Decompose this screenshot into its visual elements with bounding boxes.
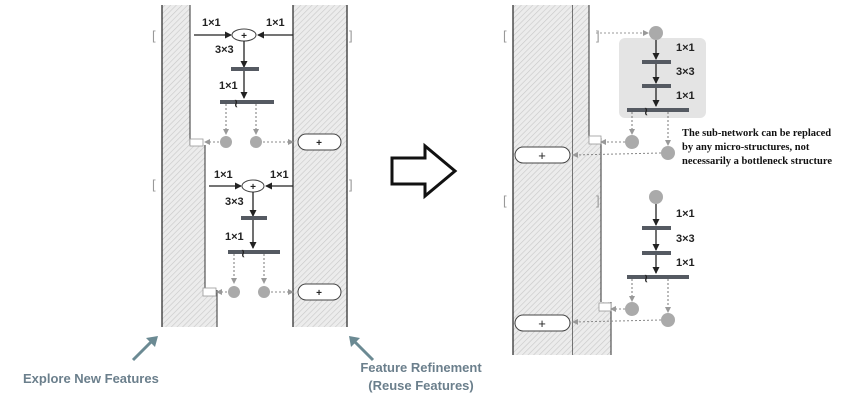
conv-3x3-label: 3×3	[225, 196, 244, 208]
feature-node	[228, 286, 240, 298]
note-line: by any micro-structures, not	[682, 142, 810, 153]
conv-1x1-label: 1×1	[225, 231, 244, 243]
conv-layer-bar	[642, 226, 671, 230]
split-mark: ≀	[234, 98, 238, 110]
feature-node	[250, 136, 262, 148]
bracket-left: [	[152, 28, 156, 43]
conv-1x1-label: 1×1	[270, 169, 289, 181]
refine-caption: Feature Refinement	[360, 360, 482, 375]
conv-layer-bar	[241, 216, 267, 220]
feature-node	[661, 146, 675, 160]
diagonal-arrow-icon	[131, 336, 158, 362]
feature-node	[649, 190, 663, 204]
conv-1x1-label: 1×1	[676, 42, 695, 54]
replaceable-note: The sub-network can be replaced by any m…	[682, 128, 832, 167]
feature-node	[220, 136, 232, 148]
refine-caption-sub: (Reuse Features)	[368, 378, 473, 393]
add-node	[297, 283, 342, 301]
note-line: necessarily a bottleneck structure	[682, 156, 832, 167]
conv-layer-bar	[228, 250, 280, 254]
diagonal-arrow-icon	[349, 336, 375, 362]
conv-layer-bar	[642, 251, 671, 255]
conv-layer-bar	[642, 60, 671, 64]
conv-1x1-label: 1×1	[219, 80, 238, 92]
split-mark: ≀	[644, 106, 648, 118]
block-1: 1×1 3×3 1×1 ≀ +	[514, 26, 695, 164]
explore-caption: Explore New Features	[23, 371, 159, 386]
residual-path-column	[161, 5, 218, 327]
block-2: 1×1 3×3 1×1 ≀ +	[514, 190, 695, 332]
conv-1x1-label: 1×1	[214, 169, 233, 181]
bracket-left: [	[152, 177, 156, 192]
dense-path-column	[292, 5, 348, 327]
plus-sign: +	[538, 316, 546, 331]
plus-sign: +	[241, 31, 247, 42]
block-1: 1×1 1×1 + 3×3 1×1 ≀ +	[194, 17, 342, 151]
conv-3x3-label: 3×3	[676, 66, 695, 78]
block-2: 1×1 1×1 + 3×3 1×1 ≀ +	[209, 169, 342, 301]
plus-sign: +	[316, 138, 322, 149]
conv-layer-bar	[220, 100, 274, 104]
add-node	[514, 146, 571, 164]
bracket-left: [	[503, 193, 507, 208]
feature-node	[258, 286, 270, 298]
right-diagram: [ ] [ ] 1×1 3×3 1×1 ≀ +	[503, 5, 832, 355]
left-diagram: [ ] [ ] 1×1 1×1 + 3×3 1×1 ≀ +	[23, 5, 482, 393]
conv-1x1-label: 1×1	[676, 208, 695, 220]
split-mark: ≀	[241, 248, 245, 260]
add-node	[514, 314, 571, 332]
replaceable-subnetwork-highlight	[619, 38, 706, 118]
bracket-right: ]	[596, 28, 600, 43]
conv-3x3-label: 3×3	[676, 233, 695, 245]
conv-1x1-label: 1×1	[676, 257, 695, 269]
feature-node	[625, 135, 639, 149]
bracket-left: [	[503, 28, 507, 43]
conv-3x3-label: 3×3	[215, 44, 234, 56]
conv-1x1-label: 1×1	[202, 17, 221, 29]
bracket-right: ]	[596, 193, 600, 208]
plus-sign: +	[538, 148, 546, 163]
bracket-right: ]	[349, 177, 353, 192]
residual-path-column	[573, 5, 612, 355]
dense-path-column	[512, 5, 574, 355]
add-node	[297, 133, 342, 151]
feature-node	[661, 313, 675, 327]
plus-sign: +	[250, 182, 256, 193]
conv-layer-bar	[642, 84, 671, 88]
plus-sign: +	[316, 288, 322, 299]
conv-1x1-label: 1×1	[676, 90, 695, 102]
conv-layer-bar	[231, 67, 259, 71]
split-mark: ≀	[644, 273, 648, 285]
conv-1x1-label: 1×1	[266, 17, 285, 29]
feature-node	[649, 26, 663, 40]
feature-node	[625, 302, 639, 316]
note-line: The sub-network can be replaced	[682, 128, 831, 139]
bracket-right: ]	[349, 28, 353, 43]
right-arrow-icon	[390, 142, 458, 200]
conv-layer-bar	[627, 275, 689, 279]
conv-layer-bar	[627, 108, 689, 112]
